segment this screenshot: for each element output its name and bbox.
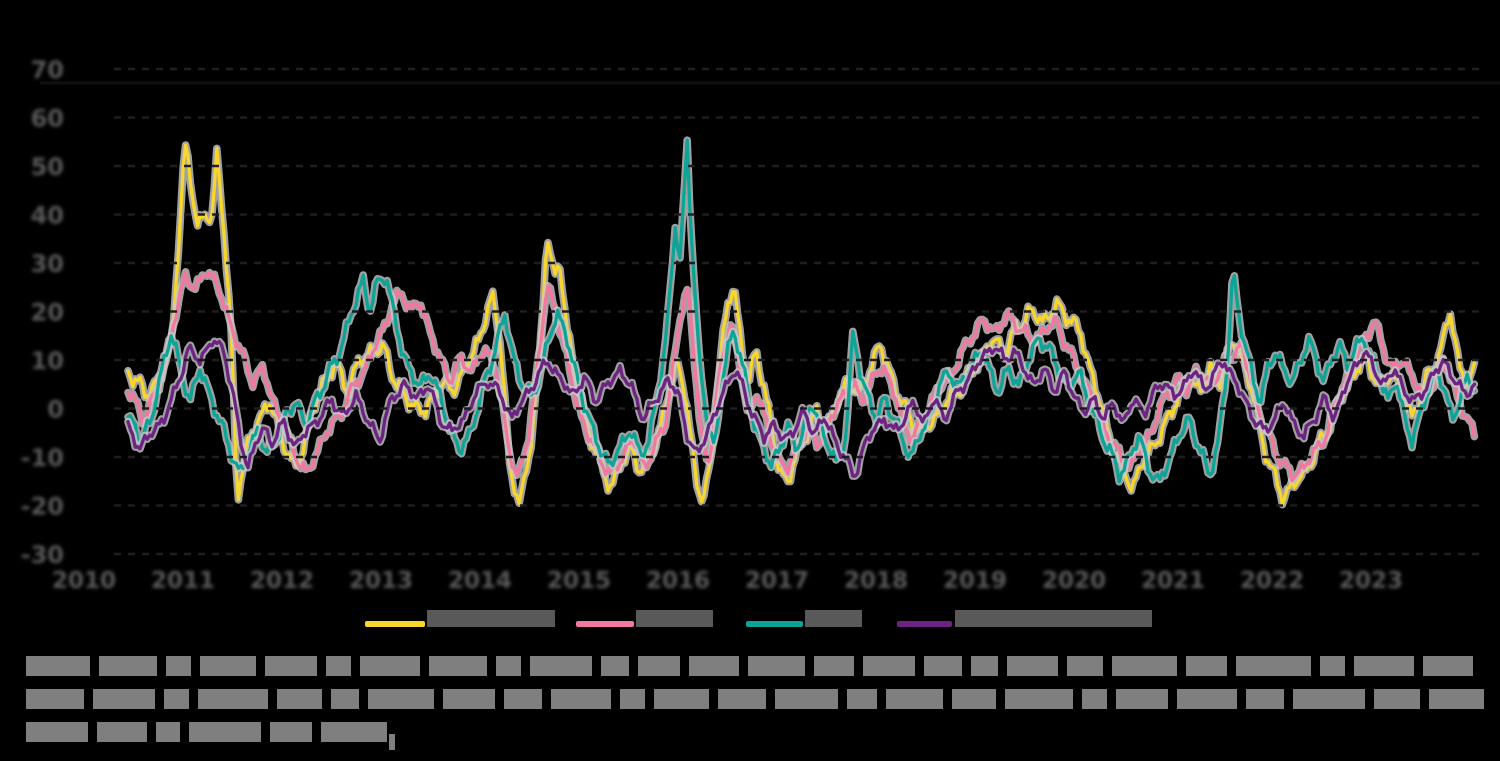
footnote-word-block	[1005, 689, 1073, 709]
y-axis-tick-label: 60	[31, 105, 64, 133]
y-axis-tick-label: 40	[31, 202, 64, 230]
x-axis-tick-label: 2013	[349, 568, 413, 594]
footnote-word-block	[326, 656, 351, 676]
footnote-word-block	[1112, 656, 1177, 676]
footnote-word-block	[429, 656, 487, 676]
footnote-word-block	[1116, 689, 1168, 709]
footnote-word-block	[863, 656, 915, 676]
x-axis-tick-label: 2014	[448, 568, 512, 594]
footnote-word-block	[1082, 689, 1107, 709]
x-axis-tick-label: 2021	[1141, 568, 1205, 594]
footnote-word-block	[971, 656, 998, 676]
y-axis-tick-label: 20	[31, 299, 64, 327]
footnote-word-block	[638, 656, 680, 676]
footnote-word-block	[1186, 656, 1227, 676]
footnote-word-block	[504, 689, 542, 709]
footnote-word-block	[93, 689, 155, 709]
footnote-word-block	[1293, 689, 1365, 709]
footnote-word-block	[26, 656, 90, 676]
footnote-word-block	[321, 722, 387, 742]
footnote-word-block	[952, 689, 996, 709]
footnote-word-block	[198, 689, 268, 709]
footnote-word-block	[924, 656, 962, 676]
y-axis-tick-label: 0	[47, 396, 64, 424]
y-axis-tick-label: 30	[31, 250, 64, 278]
x-axis-tick-label: 2011	[151, 568, 215, 594]
x-axis-tick-label: 2015	[547, 568, 611, 594]
x-axis-tick-label: 2016	[646, 568, 710, 594]
footnote-word-block	[1067, 656, 1103, 676]
y-axis-tick-label: -10	[21, 444, 64, 472]
footnote-word-block	[748, 656, 805, 676]
footnote-word-block	[620, 689, 645, 709]
footnote-word-block	[1320, 656, 1345, 676]
footnote-word-block	[886, 689, 943, 709]
footnote-word-block	[814, 656, 854, 676]
footnote-word-block	[26, 689, 84, 709]
footnote-word-block	[200, 656, 256, 676]
footnote-word-block	[1177, 689, 1237, 709]
footnote-word-block	[1246, 689, 1284, 709]
footnote-word-block	[1374, 689, 1420, 709]
legend-label-block-yellow	[427, 610, 555, 627]
footnote-word-block	[1236, 656, 1311, 676]
y-axis-tick-label: 70	[31, 56, 64, 84]
footnote-word-block	[270, 722, 312, 742]
footnote-word-block	[166, 656, 191, 676]
footnote-word-block	[775, 689, 838, 709]
footnote-comma-mark	[389, 734, 395, 750]
footnote-word-block	[360, 656, 420, 676]
footnote-word-block	[718, 689, 766, 709]
footnote-word-block	[1354, 656, 1414, 676]
legend-swatch-pink	[576, 621, 634, 627]
y-axis-tick-label: -20	[21, 493, 64, 521]
legend-swatch-yellow	[365, 621, 425, 627]
footnote-word-block	[331, 689, 359, 709]
x-axis-tick-label: 2017	[745, 568, 809, 594]
footnote-word-block	[156, 722, 180, 742]
footnote-word-block	[1429, 689, 1484, 709]
footnote-word-block	[443, 689, 495, 709]
footnote-word-block	[26, 722, 88, 742]
legend-label-block-purple	[955, 610, 1152, 627]
y-axis-tick-label: 50	[31, 153, 64, 181]
footnote-word-block	[99, 656, 157, 676]
footnote-word-block	[530, 656, 592, 676]
footnote-word-block	[689, 656, 739, 676]
footnote-word-block	[847, 689, 877, 709]
footnote-word-block	[97, 722, 147, 742]
footnote-word-block	[368, 689, 434, 709]
footnote-word-block	[1007, 656, 1058, 676]
y-axis-tick-label: 10	[31, 347, 64, 375]
legend-label-block-teal	[805, 610, 862, 627]
footnote-word-block	[654, 689, 709, 709]
x-axis-tick-label: 2022	[1240, 568, 1304, 594]
x-axis-tick-label: 2019	[943, 568, 1007, 594]
x-axis-tick-label: 2018	[844, 568, 908, 594]
footnote-word-block	[164, 689, 189, 709]
footnote-word-block	[265, 656, 317, 676]
footnote-word-block	[277, 689, 322, 709]
footnote-word-block	[551, 689, 611, 709]
x-axis-tick-label: 2023	[1339, 568, 1403, 594]
x-axis-tick-label: 2010	[52, 568, 116, 594]
footnote-word-block	[496, 656, 521, 676]
legend-swatch-teal	[746, 621, 803, 627]
legend-swatch-purple	[897, 621, 952, 627]
footnote-word-block	[189, 722, 261, 742]
x-axis-tick-label: 2020	[1042, 568, 1106, 594]
y-axis-tick-label: -30	[21, 541, 64, 569]
series-line-purple	[126, 339, 1477, 478]
x-axis-tick-label: 2012	[250, 568, 314, 594]
footnote-word-block	[1423, 656, 1473, 676]
footnote-word-block	[601, 656, 629, 676]
legend-label-block-pink	[636, 610, 713, 627]
